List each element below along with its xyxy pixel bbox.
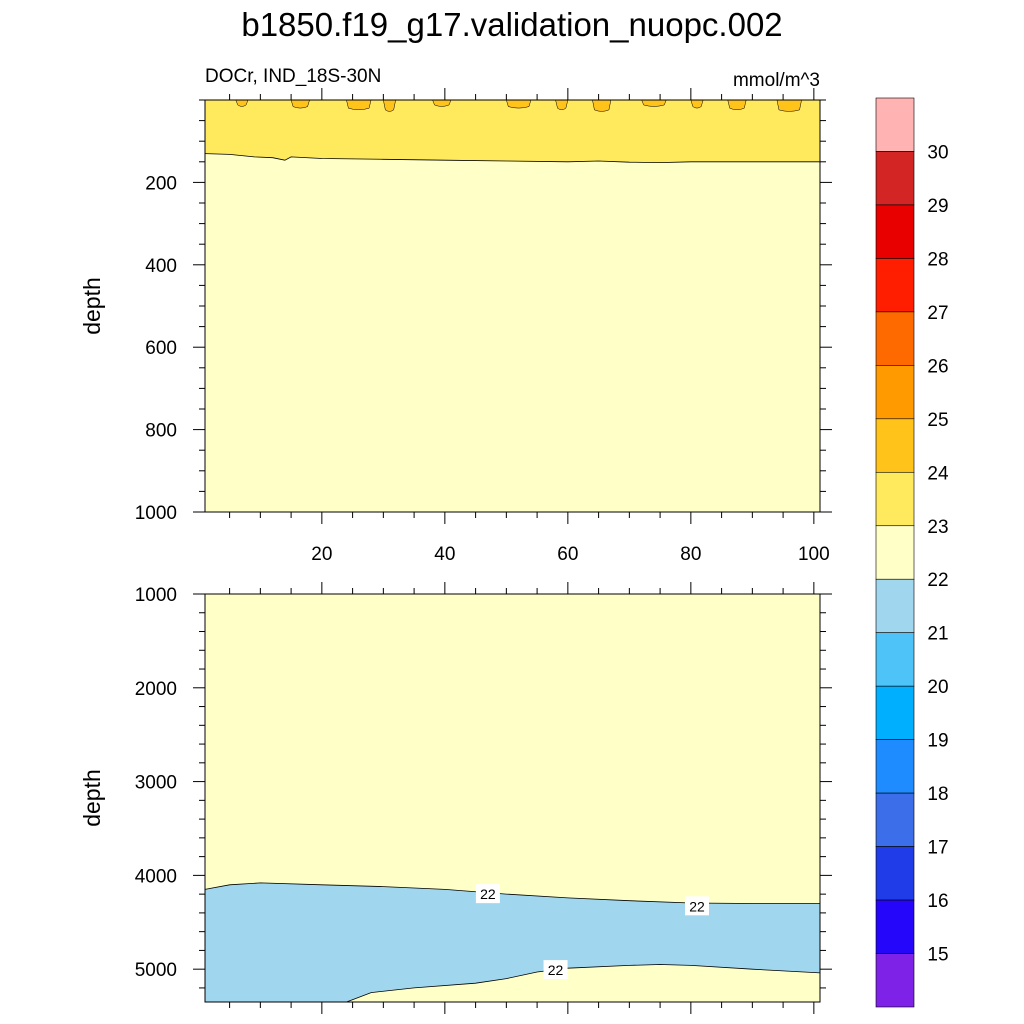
upper-ytick-label: 600 bbox=[145, 338, 177, 359]
lower-fill-21-22 bbox=[205, 882, 820, 1002]
colorbar-label: 18 bbox=[927, 784, 948, 805]
upper-ytick-label: 1000 bbox=[135, 503, 177, 524]
colorbar-label: 21 bbox=[927, 624, 948, 645]
upper-patch-24-25 bbox=[727, 99, 747, 110]
lower-plot-frame bbox=[204, 593, 821, 1003]
upper-fill-23-24 bbox=[205, 100, 820, 163]
lower-ytick-label: 4000 bbox=[135, 866, 177, 887]
upper-xtick-label: 60 bbox=[557, 544, 578, 565]
colorbar: 15 16 17 18 19 20 21 22 23 24 25 26 27 28 29 30 bbox=[875, 97, 949, 1008]
colorbar-label: 28 bbox=[927, 249, 948, 270]
colorbar-box-bin-20-21 bbox=[875, 632, 915, 687]
colorbar-box-bin-26-27 bbox=[875, 311, 915, 366]
colorbar-label: 23 bbox=[927, 517, 948, 538]
colorbar-box-bin-14-15 bbox=[875, 953, 915, 1008]
lower-ytick-label: 2000 bbox=[135, 679, 177, 700]
colorbar-label: 27 bbox=[927, 303, 948, 324]
colorbar-label: 22 bbox=[927, 570, 948, 591]
colorbar-box-bin-29-30 bbox=[875, 151, 915, 206]
upper-patch-24-25 bbox=[555, 99, 569, 110]
upper-ytick-label: 400 bbox=[145, 256, 177, 277]
colorbar-box-bin-24-25 bbox=[875, 418, 915, 473]
colorbar-box-bin-25-26 bbox=[875, 365, 915, 420]
colorbar-box-bin-17-18 bbox=[875, 792, 915, 847]
upper-xtick-label: 40 bbox=[434, 544, 455, 565]
colorbar-box-bin-23-24 bbox=[875, 471, 915, 527]
colorbar-label: 16 bbox=[927, 891, 948, 912]
contour-label-box bbox=[475, 884, 500, 904]
upper-panel: 200 400 600 800 1000 20 40 60 80 100 depth bbox=[79, 88, 832, 565]
upper-patch-24-25 bbox=[690, 99, 704, 109]
lower-ytick-label: 1000 bbox=[135, 585, 177, 606]
colorbar-label: 24 bbox=[927, 463, 949, 484]
colorbar-label: 25 bbox=[927, 410, 948, 431]
colorbar-label: 15 bbox=[927, 945, 948, 966]
colorbar-box-bin-22-23 bbox=[875, 525, 915, 580]
colorbar-label: 17 bbox=[927, 838, 948, 859]
contour-label: 22 bbox=[548, 962, 564, 978]
upper-patch-24-25 bbox=[290, 99, 310, 109]
upper-patch-24-25 bbox=[776, 99, 802, 112]
colorbar-box-bin-27-28 bbox=[875, 258, 915, 313]
upper-xtick-label: 100 bbox=[798, 544, 830, 565]
contour-label-box bbox=[543, 960, 568, 980]
colorbar-label: 26 bbox=[927, 356, 948, 377]
contour-label: 22 bbox=[480, 886, 496, 902]
chart-units-label: mmol/m^3 bbox=[733, 70, 820, 91]
colorbar-label: 30 bbox=[927, 142, 948, 163]
upper-contour-line-23 bbox=[204, 153, 820, 164]
lower-panel: 22 22 22 1000 2000 3000 4000 5000 depth bbox=[79, 582, 832, 1014]
upper-xtick-label: 80 bbox=[680, 544, 701, 565]
upper-ytick-label: 800 bbox=[145, 421, 177, 442]
chart-title: b1850.f19_g17.validation_nuopc.002 bbox=[241, 6, 782, 43]
colorbar-box-bin-16-17 bbox=[875, 846, 915, 901]
chart-left-string: DOCr, IND_18S-30N bbox=[205, 66, 381, 87]
colorbar-label: 29 bbox=[927, 196, 948, 217]
upper-patch-24-25 bbox=[592, 99, 612, 112]
upper-patch-24-25 bbox=[235, 99, 249, 107]
colorbar-box-bin-30-up bbox=[875, 97, 915, 152]
contour-label-box bbox=[685, 896, 709, 916]
upper-ylabel: depth bbox=[79, 277, 105, 335]
upper-patch-24-25 bbox=[432, 99, 452, 107]
colorbar-box-bin-15-16 bbox=[875, 899, 915, 954]
colorbar-box-bin-21-22 bbox=[875, 578, 915, 634]
upper-patch-24-25 bbox=[383, 99, 396, 112]
upper-ytick-label: 200 bbox=[145, 173, 177, 194]
upper-xtick-label: 20 bbox=[311, 544, 332, 565]
lower-ytick-label: 3000 bbox=[135, 773, 177, 794]
lower-ylabel: depth bbox=[79, 769, 105, 827]
colorbar-label: 19 bbox=[927, 731, 948, 752]
upper-patch-24-25 bbox=[641, 99, 667, 107]
upper-patch-24-25 bbox=[346, 99, 372, 110]
contour-label: 22 bbox=[689, 898, 705, 914]
upper-patch-24-25 bbox=[506, 99, 532, 109]
lower-ytick-label: 5000 bbox=[135, 960, 177, 981]
upper-background-fill bbox=[205, 100, 820, 512]
colorbar-box-bin-28-29 bbox=[875, 204, 915, 259]
colorbar-box-bin-19-20 bbox=[875, 685, 915, 740]
colorbar-box-bin-18-19 bbox=[875, 739, 915, 794]
colorbar-label: 20 bbox=[927, 677, 948, 698]
